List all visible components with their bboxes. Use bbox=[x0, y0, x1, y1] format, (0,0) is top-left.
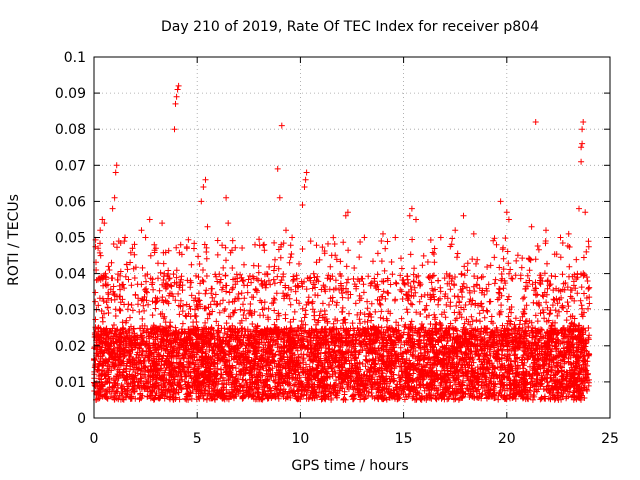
data-point bbox=[225, 220, 232, 227]
data-point bbox=[565, 230, 572, 237]
data-point bbox=[200, 184, 207, 190]
data-point bbox=[452, 227, 459, 234]
y-tick-label: 0.03 bbox=[55, 303, 86, 319]
data-point bbox=[576, 205, 582, 212]
data-point bbox=[580, 119, 587, 125]
x-tick-label: 5 bbox=[193, 431, 202, 447]
data-point bbox=[361, 234, 368, 241]
data-point bbox=[392, 234, 399, 241]
data-point bbox=[146, 216, 153, 223]
x-axis-label: GPS time / hours bbox=[291, 458, 408, 474]
data-point bbox=[159, 220, 166, 227]
data-point bbox=[380, 230, 386, 237]
data-point bbox=[174, 86, 181, 93]
data-point bbox=[95, 245, 102, 252]
x-tick-labels: 0 5 10 15 20 25 bbox=[90, 431, 619, 447]
data-point bbox=[142, 234, 149, 241]
y-tick-label: 0.09 bbox=[55, 86, 86, 102]
y-tick-label: 0.01 bbox=[55, 375, 86, 391]
data-point bbox=[109, 205, 116, 212]
y-tick-label: 0.1 bbox=[64, 50, 86, 66]
x-tick-label: 0 bbox=[90, 431, 99, 447]
data-point bbox=[138, 227, 145, 234]
y-tick-label: 0.08 bbox=[55, 122, 86, 138]
data-point bbox=[152, 245, 159, 252]
data-point bbox=[99, 216, 106, 223]
data-point bbox=[303, 169, 310, 176]
data-point bbox=[342, 212, 349, 219]
data-point bbox=[289, 234, 296, 241]
y-tick-labels: 0 0.01 0.02 0.03 0.04 0.05 0.06 0.07 0.08 0.09 0.1 bbox=[55, 50, 86, 427]
data-point bbox=[204, 223, 211, 230]
data-point bbox=[307, 238, 314, 245]
data-cloud bbox=[91, 234, 593, 403]
data-point bbox=[97, 227, 104, 234]
x-tick-label: 20 bbox=[498, 431, 516, 447]
y-axis-label: ROTI / TECUs bbox=[6, 194, 22, 286]
data-point bbox=[344, 209, 351, 216]
data-point bbox=[557, 234, 564, 241]
data-point bbox=[115, 238, 122, 245]
data-point bbox=[579, 140, 586, 147]
data-point bbox=[583, 248, 590, 255]
data-point bbox=[579, 126, 586, 133]
data-point bbox=[532, 119, 539, 125]
data-point bbox=[437, 234, 444, 241]
data-point bbox=[177, 241, 184, 248]
data-point bbox=[276, 194, 283, 201]
data-point bbox=[302, 176, 309, 183]
data-points bbox=[91, 82, 593, 403]
data-point bbox=[413, 216, 419, 223]
data-point bbox=[582, 209, 589, 216]
data-point bbox=[283, 227, 289, 234]
data-point bbox=[408, 205, 415, 212]
x-tick-label: 10 bbox=[291, 431, 309, 447]
data-point bbox=[528, 223, 535, 230]
data-point bbox=[278, 122, 285, 129]
data-point bbox=[112, 169, 119, 176]
data-point bbox=[171, 126, 178, 133]
data-point bbox=[503, 209, 510, 216]
y-tick-label: 0.04 bbox=[55, 267, 86, 283]
y-tick-label: 0.07 bbox=[55, 158, 86, 174]
data-point bbox=[497, 198, 504, 205]
axis-ticks bbox=[93, 56, 611, 419]
data-point bbox=[299, 202, 306, 208]
data-point bbox=[301, 184, 308, 190]
y-tick-label: 0 bbox=[77, 411, 86, 427]
data-point bbox=[578, 158, 585, 165]
chart-title: Day 210 of 2019, Rate Of TEC Index for r… bbox=[161, 19, 539, 35]
data-point bbox=[406, 212, 413, 219]
data-point bbox=[578, 144, 585, 151]
data-point bbox=[183, 245, 190, 252]
data-point bbox=[223, 194, 230, 201]
data-point bbox=[505, 216, 512, 223]
data-point bbox=[101, 220, 108, 227]
data-point bbox=[202, 176, 209, 183]
y-tick-label: 0.06 bbox=[55, 194, 86, 210]
y-tick-label: 0.05 bbox=[55, 231, 86, 247]
data-point bbox=[470, 230, 477, 237]
data-point bbox=[198, 198, 205, 205]
data-point bbox=[274, 165, 281, 172]
y-tick-label: 0.02 bbox=[55, 339, 86, 355]
data-point bbox=[460, 212, 467, 219]
data-point bbox=[252, 241, 258, 248]
data-point bbox=[111, 194, 118, 201]
x-tick-label: 25 bbox=[601, 431, 619, 447]
x-tick-label: 15 bbox=[395, 431, 413, 447]
data-point bbox=[175, 82, 182, 89]
data-point bbox=[173, 93, 180, 100]
data-point bbox=[493, 241, 500, 248]
data-point bbox=[543, 227, 549, 234]
data-point bbox=[113, 162, 120, 169]
data-point bbox=[172, 100, 179, 107]
